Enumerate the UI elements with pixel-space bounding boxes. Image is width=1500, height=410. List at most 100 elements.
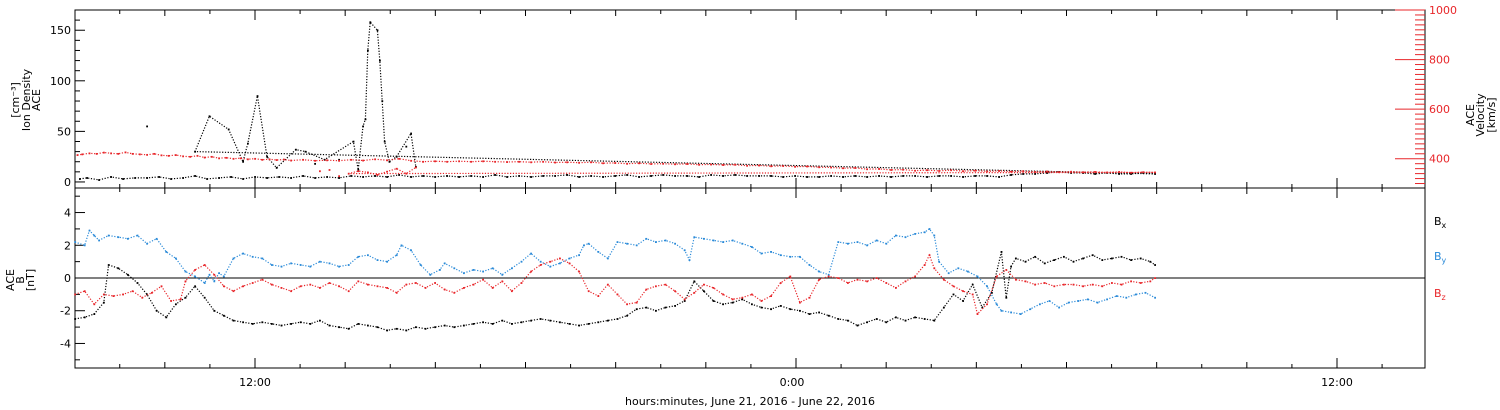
bx-point (645, 306, 648, 309)
ion-density-point (314, 162, 316, 165)
y-bottom-axis-title: B (14, 276, 27, 284)
bx-point (491, 323, 494, 325)
y-bottom-tick-label: 0 (64, 272, 71, 285)
ion-density-point (734, 174, 736, 176)
bz-point (645, 288, 648, 291)
by-point (117, 236, 120, 239)
y-bottom-tick-label: -2 (60, 305, 71, 318)
ion-density-point (578, 176, 580, 178)
y-right-tick-label: 1000 (1429, 4, 1457, 17)
bx-point (415, 326, 417, 329)
velocity-point (554, 161, 556, 164)
ion-density-point (386, 176, 388, 178)
ion-density-point (686, 175, 688, 177)
ion-density-point (494, 174, 496, 176)
bx-point (760, 306, 763, 309)
ion-density-point (266, 177, 268, 179)
ion-density-point (770, 175, 772, 177)
velocity-point (1130, 171, 1132, 174)
velocity-point (974, 169, 976, 172)
bx-point (731, 301, 734, 304)
bz-point (1139, 282, 1142, 284)
ion-density-point (938, 175, 940, 177)
by-point (309, 265, 312, 268)
velocity-point (1022, 170, 1024, 173)
bx-point (453, 326, 456, 329)
by-point (107, 234, 110, 237)
ion-density-point (422, 175, 424, 177)
y-left-axis-title: Ion Density (20, 68, 33, 131)
velocity-point (175, 154, 177, 157)
by-point (1096, 301, 1099, 304)
ion-density-point (806, 176, 808, 178)
by-point (799, 255, 801, 258)
bz-point (131, 290, 134, 293)
velocity-point (103, 151, 105, 154)
axis-labels: 12:00 0:00 12:000501001504006008001000ACEI… (4, 4, 1498, 389)
bx-point (520, 321, 523, 324)
by-point (1087, 298, 1089, 301)
bx-point (1154, 264, 1156, 266)
bz-point (290, 290, 292, 293)
velocity-point (376, 174, 379, 176)
bz-point (395, 291, 398, 294)
x-tick-label: 12:00 (239, 376, 271, 389)
bz-point (712, 287, 715, 289)
bx-point (194, 285, 196, 288)
velocity-point (1046, 170, 1048, 173)
by-point (568, 257, 571, 260)
velocity-point (962, 170, 964, 173)
bx-point (885, 321, 888, 324)
bx-point (1005, 296, 1008, 299)
velocity-point (338, 175, 340, 178)
by-point (559, 262, 561, 265)
by-point (722, 241, 724, 243)
velocity-point (326, 159, 328, 162)
bz-point (568, 262, 571, 265)
by-point (501, 273, 504, 276)
by-point (693, 236, 696, 239)
bz-point (328, 282, 331, 284)
y-left-tick-label: 50 (57, 125, 71, 138)
bx-point-trace (74, 251, 1156, 332)
bz-point (952, 285, 955, 288)
velocity-point (247, 158, 249, 161)
velocity-point (518, 160, 520, 163)
ion-density-point (352, 140, 355, 143)
ion-density-point (266, 155, 268, 158)
by-point (986, 285, 988, 288)
bz-point (203, 264, 206, 266)
by-point (1019, 313, 1022, 315)
y-right-axis-title: ACE (1464, 104, 1477, 126)
ion-density-point (146, 125, 148, 128)
velocity-point (938, 170, 940, 172)
ion-density-point (818, 176, 820, 178)
bz-point (386, 287, 388, 289)
velocity-point (153, 152, 156, 155)
ion-density-point (275, 166, 278, 169)
bx-point (434, 326, 436, 329)
legend-bz: Bz (1434, 287, 1446, 302)
bx-point (712, 300, 715, 302)
bx-point (1010, 265, 1012, 268)
velocity-point (328, 169, 331, 171)
bx-point (127, 273, 129, 276)
by-point (439, 269, 441, 271)
bx-point (376, 326, 379, 329)
y-bottom-tick-label: 4 (64, 207, 71, 220)
velocity-point (470, 160, 472, 163)
by-point (789, 255, 792, 258)
ion-density-point (890, 176, 892, 178)
ion-density-point (650, 175, 652, 177)
by-point (232, 257, 235, 260)
velocity-point (131, 152, 134, 155)
y-right-tick-label: 400 (1429, 153, 1450, 166)
bz-point (635, 301, 638, 304)
ion-density-point (256, 95, 259, 97)
by-point (645, 237, 648, 240)
bx-point (184, 296, 187, 299)
by-point (1067, 301, 1070, 304)
x-tick-label: 0:00 (780, 376, 805, 389)
bz-point (1120, 283, 1123, 286)
ion-density-point (242, 178, 244, 180)
